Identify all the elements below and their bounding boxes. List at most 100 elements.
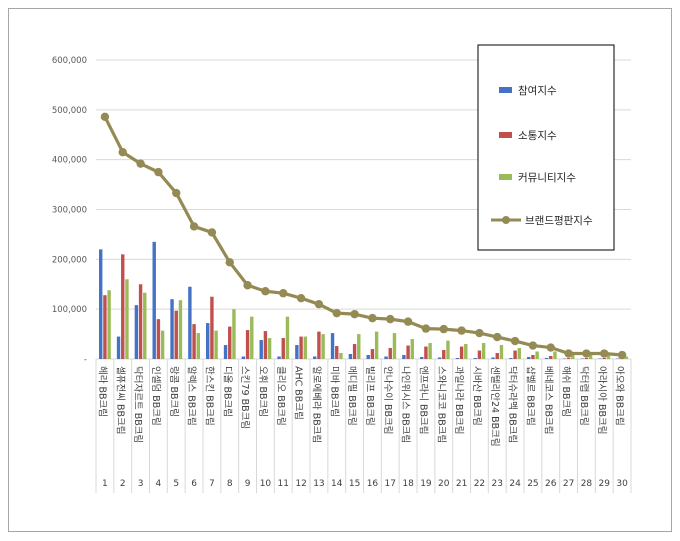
bar: [481, 343, 486, 359]
chart-frame: - 100,000 200,000 300,000 400,000 500,000 600,…: [8, 8, 672, 532]
x-category-label: 헤라 BB크림: [96, 366, 108, 417]
legend-marker: [502, 216, 510, 224]
bar: [245, 330, 250, 359]
legend-swatch: [499, 174, 512, 180]
bar: [553, 351, 557, 359]
bar: [606, 355, 611, 359]
x-rank-label: 27: [563, 479, 574, 489]
x-rank-label: 29: [599, 479, 611, 489]
x-rank-label: 6: [191, 479, 197, 489]
x-category-label: 엔프라니 BB크림: [417, 366, 429, 435]
x-category-label: 아라시아 BB크림: [596, 366, 608, 435]
bar: [313, 356, 317, 359]
x-category-label: 베네코스 BB크림: [542, 366, 554, 435]
legend-label: 커뮤니티지수: [518, 172, 576, 184]
x-category-label: AHC BB크림: [293, 366, 305, 420]
bar: [446, 340, 450, 359]
y-tick-label: 300,000: [52, 206, 87, 216]
x-category-label: 미바 BB크림: [328, 366, 340, 417]
bar: [370, 349, 375, 359]
x-category-label: 스와니코코 BB크림: [435, 366, 447, 443]
x-category-label: 랑콤 BB크림: [168, 366, 180, 417]
bar: [223, 345, 228, 359]
x-axis-rank-labels: 1 2 3 4 5 6 7 8 9 10 11 12 13 14 15 16 17 18 19 20 21 22 23 24 2…: [95, 359, 632, 493]
bar: [232, 309, 236, 359]
x-category-label: 해쉬 BB크림: [560, 366, 572, 417]
bar: [588, 355, 593, 359]
x-rank-label: 13: [313, 479, 324, 489]
y-tick-label: 500,000: [52, 106, 87, 116]
bar: [513, 350, 517, 359]
bar: [477, 350, 482, 359]
line-point: [261, 287, 270, 296]
x-category-label: 안나수이 BB크림: [382, 366, 394, 435]
bar: [428, 343, 432, 359]
bar-line-chart: - 100,000 200,000 300,000 400,000 500,000 600,…: [52, 44, 632, 493]
line-point: [279, 289, 288, 298]
bar: [170, 299, 174, 359]
line-point: [439, 324, 448, 334]
bar: [339, 353, 343, 359]
x-rank-label: 26: [545, 479, 557, 489]
x-category-label: 빌리프 BB크림: [364, 366, 376, 426]
x-category-label: 닥터자르트 BB크림: [132, 366, 144, 443]
x-rank-label: 5: [173, 479, 179, 489]
bar: [491, 357, 495, 359]
bar: [424, 346, 428, 359]
bar: [566, 358, 571, 359]
x-rank-label: 8: [227, 479, 233, 489]
bar: [509, 358, 513, 359]
x-category-label: 스킨79 BB크림: [239, 366, 251, 429]
legend-swatch: [499, 132, 512, 138]
x-rank-label: 3: [138, 479, 144, 489]
bar: [459, 346, 464, 359]
line-point: [296, 294, 306, 303]
y-tick-label: -: [84, 355, 87, 365]
bar: [410, 339, 414, 359]
bar: [495, 353, 499, 359]
x-category-label: 닥터슈라멕 BB크림: [507, 366, 519, 443]
x-rank-label: 24: [509, 479, 521, 489]
bar: [571, 355, 575, 359]
y-tick-label: 600,000: [52, 56, 87, 66]
x-rank-label: 11: [278, 479, 289, 489]
bars: [99, 241, 628, 359]
bar: [499, 345, 504, 359]
x-category-label: 메디필 BB크림: [346, 366, 358, 426]
bar: [125, 279, 129, 359]
line-point: [475, 328, 484, 338]
line-point: [564, 349, 573, 358]
x-rank-label: 7: [209, 479, 215, 489]
x-category-label: 디올 BB크림: [221, 366, 233, 417]
x-category-label: 나인위시스 BB크림: [400, 366, 412, 443]
line-point: [546, 343, 555, 352]
x-rank-label: 10: [260, 479, 272, 489]
x-category-label: 인셀덤 BB크림: [150, 366, 162, 426]
x-rank-label: 1: [102, 479, 108, 489]
bar: [388, 348, 392, 359]
line-point: [172, 188, 181, 198]
bar: [420, 357, 424, 359]
bar: [259, 340, 263, 359]
bar: [295, 345, 299, 359]
x-rank-label: 2: [120, 479, 126, 489]
line-point: [617, 350, 627, 360]
legend-label: 참여지수: [518, 85, 557, 97]
bar: [437, 357, 442, 359]
line-point: [314, 299, 324, 309]
x-rank-label: 14: [331, 479, 343, 489]
bar: [228, 326, 232, 359]
bar: [352, 344, 357, 359]
bar: [267, 338, 272, 359]
bar: [285, 316, 290, 359]
line-point: [368, 313, 377, 323]
bar: [156, 319, 161, 359]
x-rank-label: 16: [367, 479, 379, 489]
bar: [188, 286, 192, 359]
bar: [196, 333, 200, 359]
x-rank-label: 22: [474, 479, 485, 489]
bar: [406, 345, 410, 359]
bar: [214, 330, 218, 359]
bar: [241, 356, 246, 359]
